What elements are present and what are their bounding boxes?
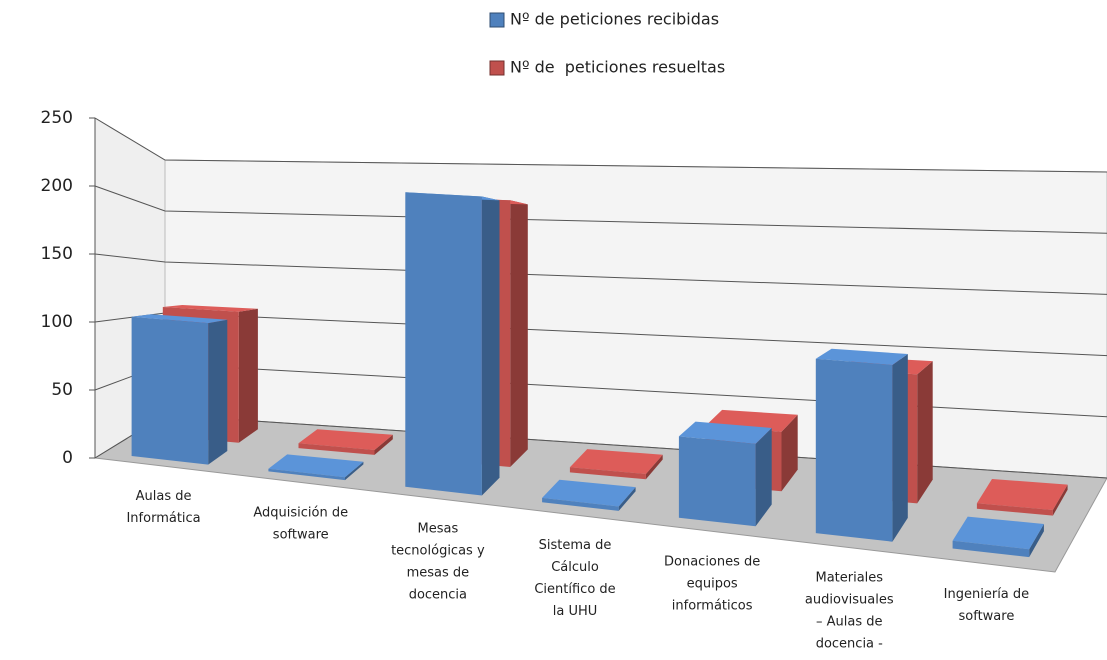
bar-side bbox=[238, 308, 258, 443]
bar bbox=[268, 454, 364, 481]
bar-front bbox=[268, 468, 345, 481]
y-tick-label: 100 bbox=[41, 312, 73, 332]
x-tick-label: Adquisición de software bbox=[253, 505, 348, 542]
bar-top bbox=[952, 516, 1044, 550]
bar-side bbox=[892, 354, 908, 542]
bar-side bbox=[345, 461, 364, 481]
grid-line bbox=[94, 117, 1107, 173]
bar-top bbox=[542, 479, 636, 507]
bar-top bbox=[298, 429, 393, 450]
bar-top bbox=[131, 314, 228, 324]
grid-line bbox=[94, 185, 1107, 234]
bar-top bbox=[976, 479, 1068, 510]
bar-top bbox=[569, 449, 663, 474]
x-tick-label: Donaciones de equipos informáticos bbox=[664, 554, 760, 613]
legend-swatch bbox=[489, 12, 505, 28]
legend-label: Nº de peticiones recibidas bbox=[510, 10, 719, 29]
bar-top bbox=[678, 421, 772, 444]
bar-front bbox=[976, 503, 1053, 516]
bar-side bbox=[510, 200, 528, 468]
bar-top bbox=[268, 454, 364, 478]
x-tick-label: Aulas de Informática bbox=[126, 489, 200, 526]
bar bbox=[976, 479, 1068, 516]
y-tick-label: 50 bbox=[51, 380, 73, 400]
bar-front bbox=[405, 192, 482, 496]
bar-top bbox=[815, 348, 908, 365]
bar-front bbox=[542, 497, 619, 511]
bar-side bbox=[618, 487, 636, 511]
bar-side bbox=[1052, 484, 1068, 516]
bar-side bbox=[481, 196, 500, 496]
bar-side bbox=[645, 454, 663, 480]
bar-front bbox=[815, 358, 893, 542]
bar-side bbox=[1029, 524, 1044, 558]
bar bbox=[678, 421, 772, 527]
x-tick-label: Materiales audiovisuales – Aulas de docenci… bbox=[805, 570, 894, 651]
legend-swatch bbox=[489, 60, 505, 76]
bar bbox=[405, 192, 500, 496]
x-tick-label: Mesas tecnológicas y mesas de docencia bbox=[391, 521, 485, 602]
bar-side bbox=[781, 414, 798, 492]
x-tick-label: Sistema de Cálculo Científico de la UHU bbox=[534, 538, 615, 619]
bar-side bbox=[755, 428, 772, 527]
bar-front bbox=[952, 540, 1030, 558]
bar bbox=[131, 314, 228, 465]
bar bbox=[298, 429, 393, 455]
bar-front bbox=[298, 443, 375, 455]
grid-line bbox=[94, 253, 1107, 295]
y-tick-label: 250 bbox=[41, 108, 73, 128]
x-tick-label: Ingeniería de software bbox=[944, 586, 1029, 623]
bar bbox=[952, 516, 1044, 558]
bar-front bbox=[678, 436, 756, 527]
legend-label: Nº de peticiones resueltas bbox=[510, 58, 725, 77]
bar bbox=[815, 348, 908, 542]
bar bbox=[569, 449, 663, 480]
bar-side bbox=[917, 361, 933, 504]
bar-front bbox=[569, 467, 646, 480]
bar-side bbox=[208, 319, 228, 465]
y-tick-label: 200 bbox=[41, 176, 73, 196]
y-tick-label: 0 bbox=[62, 448, 73, 468]
y-tick-label: 150 bbox=[41, 244, 73, 264]
bar-top bbox=[162, 305, 258, 312]
bar-side bbox=[374, 434, 393, 455]
bar-front bbox=[131, 316, 209, 465]
bar bbox=[542, 479, 636, 511]
